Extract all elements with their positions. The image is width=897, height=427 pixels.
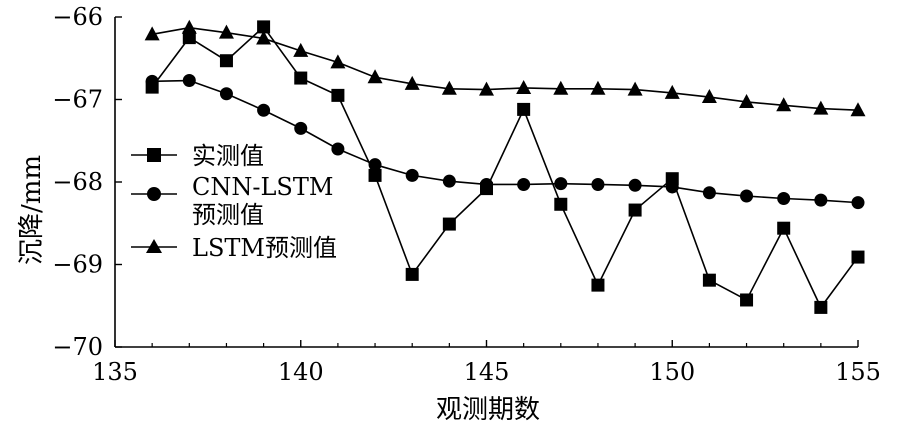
data-point-square bbox=[182, 31, 196, 45]
data-point-circle bbox=[145, 74, 159, 88]
data-point-triangle bbox=[553, 80, 569, 95]
data-point-square bbox=[591, 278, 605, 292]
y-tick-label: −70 bbox=[52, 333, 103, 361]
data-point-triangle bbox=[330, 54, 346, 69]
x-ticks: 135 140 145 150 155 bbox=[92, 340, 881, 386]
data-point-circle bbox=[219, 87, 233, 101]
data-point-triangle bbox=[627, 81, 643, 96]
data-point-circle bbox=[777, 192, 791, 205]
data-point-circle bbox=[480, 177, 493, 191]
data-point-square bbox=[740, 293, 754, 307]
data-point-square bbox=[219, 54, 233, 68]
data-point-triangle bbox=[850, 102, 866, 117]
legend: 实测值 CNN-LSTM 预测值 LSTM预测值 bbox=[131, 142, 337, 262]
data-point-square bbox=[294, 71, 308, 85]
data-point-circle bbox=[591, 177, 605, 191]
legend-marker-circle bbox=[147, 187, 161, 201]
data-point-triangle bbox=[404, 75, 420, 90]
data-point-square bbox=[257, 20, 271, 34]
y-tick-label: −68 bbox=[52, 168, 103, 196]
data-point-circle bbox=[665, 180, 679, 194]
data-point-square bbox=[405, 267, 419, 281]
data-point-triangle bbox=[144, 26, 160, 41]
y-axis-label: 沉降/mm bbox=[17, 155, 47, 265]
legend-label-cnn-lstm-line2: 预测值 bbox=[192, 201, 264, 229]
data-point-triangle bbox=[813, 100, 829, 115]
data-point-triangle bbox=[293, 42, 309, 57]
x-tick-label: 135 bbox=[92, 358, 138, 386]
data-point-triangle bbox=[367, 69, 383, 84]
data-point-circle bbox=[628, 178, 642, 192]
data-point-square bbox=[814, 300, 828, 314]
legend-item-measured: 实测值 bbox=[131, 142, 264, 170]
y-ticks: −66 −67 −68 −69 −70 bbox=[52, 3, 122, 361]
x-tick-label: 150 bbox=[649, 358, 695, 386]
data-point-circle bbox=[257, 103, 271, 117]
data-point-circle bbox=[442, 174, 456, 188]
data-point-circle bbox=[331, 142, 345, 156]
data-point-square bbox=[851, 250, 865, 264]
data-point-triangle bbox=[516, 79, 532, 94]
data-point-circle bbox=[294, 121, 308, 135]
data-point-triangle bbox=[479, 81, 494, 96]
x-axis-label: 观测期数 bbox=[436, 395, 540, 425]
data-point-square bbox=[368, 168, 382, 182]
data-point-circle bbox=[554, 177, 568, 191]
legend-label-lstm: LSTM预测值 bbox=[192, 234, 337, 262]
data-point-triangle bbox=[701, 89, 717, 104]
y-tick-label: −67 bbox=[52, 86, 103, 114]
data-point-circle bbox=[368, 158, 382, 172]
data-point-circle bbox=[517, 177, 531, 191]
data-point-square bbox=[517, 102, 531, 116]
x-tick-label: 155 bbox=[835, 358, 881, 386]
data-point-square bbox=[554, 197, 568, 211]
data-point-square bbox=[702, 273, 716, 287]
legend-label-cnn-lstm-line1: CNN-LSTM bbox=[192, 173, 333, 201]
legend-item-lstm: LSTM预测值 bbox=[131, 234, 337, 262]
data-point-square bbox=[628, 203, 642, 217]
data-point-square bbox=[331, 88, 345, 102]
legend-marker-square bbox=[147, 148, 161, 162]
data-point-triangle bbox=[256, 30, 272, 45]
data-point-triangle bbox=[776, 97, 792, 112]
y-tick-label: −66 bbox=[52, 3, 103, 31]
data-point-circle bbox=[702, 186, 716, 200]
data-point-triangle bbox=[590, 80, 606, 95]
data-point-triangle bbox=[441, 80, 457, 95]
data-point-circle bbox=[814, 193, 828, 207]
series-group bbox=[144, 19, 866, 314]
data-point-square bbox=[442, 217, 456, 231]
data-point-circle bbox=[851, 196, 865, 210]
series-line-2 bbox=[152, 26, 859, 112]
legend-marker-triangle bbox=[146, 239, 162, 253]
data-point-triangle bbox=[664, 84, 680, 99]
data-point-circle bbox=[405, 168, 419, 182]
data-point-circle bbox=[740, 189, 754, 203]
data-point-triangle bbox=[739, 93, 755, 108]
y-tick-label: −69 bbox=[52, 251, 103, 279]
data-point-square bbox=[777, 221, 791, 235]
x-tick-label: 140 bbox=[278, 358, 324, 386]
data-point-circle bbox=[182, 74, 196, 88]
legend-label-measured: 实测值 bbox=[192, 142, 264, 170]
data-point-triangle bbox=[218, 24, 234, 39]
x-tick-label: 145 bbox=[464, 358, 510, 386]
legend-item-cnn-lstm: CNN-LSTM 预测值 bbox=[131, 173, 333, 229]
data-point-triangle bbox=[181, 19, 197, 34]
